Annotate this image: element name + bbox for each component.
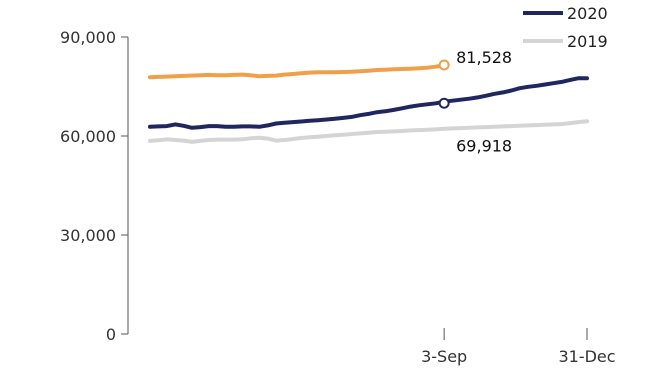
annotation-marker: [438, 59, 450, 71]
series-line-2020: [148, 76, 589, 130]
annotation-layer: 81,528 69,918: [438, 48, 512, 155]
annotation-marker: [438, 97, 450, 109]
legend-label: 2019: [567, 32, 608, 51]
annotation-label: 69,918: [456, 136, 512, 155]
legend-label: 2020: [567, 4, 608, 23]
series-layer: [148, 63, 589, 144]
x-axis: 3-Sep 31-Dec: [421, 328, 616, 366]
y-tick-label: 90,000: [60, 28, 116, 47]
y-tick-label: 60,000: [60, 127, 116, 146]
series-line-series-2: [148, 63, 447, 80]
legend: 2020 2019: [523, 4, 608, 51]
x-tick-label: 3-Sep: [421, 347, 467, 366]
y-tick-label: 0: [106, 325, 116, 344]
x-tick-label: 31-Dec: [558, 347, 615, 366]
series-line-2019: [148, 119, 589, 144]
y-axis: 0 30,000 60,000 90,000: [60, 28, 129, 344]
annotation-label: 81,528: [456, 48, 512, 67]
y-tick-label: 30,000: [60, 226, 116, 245]
